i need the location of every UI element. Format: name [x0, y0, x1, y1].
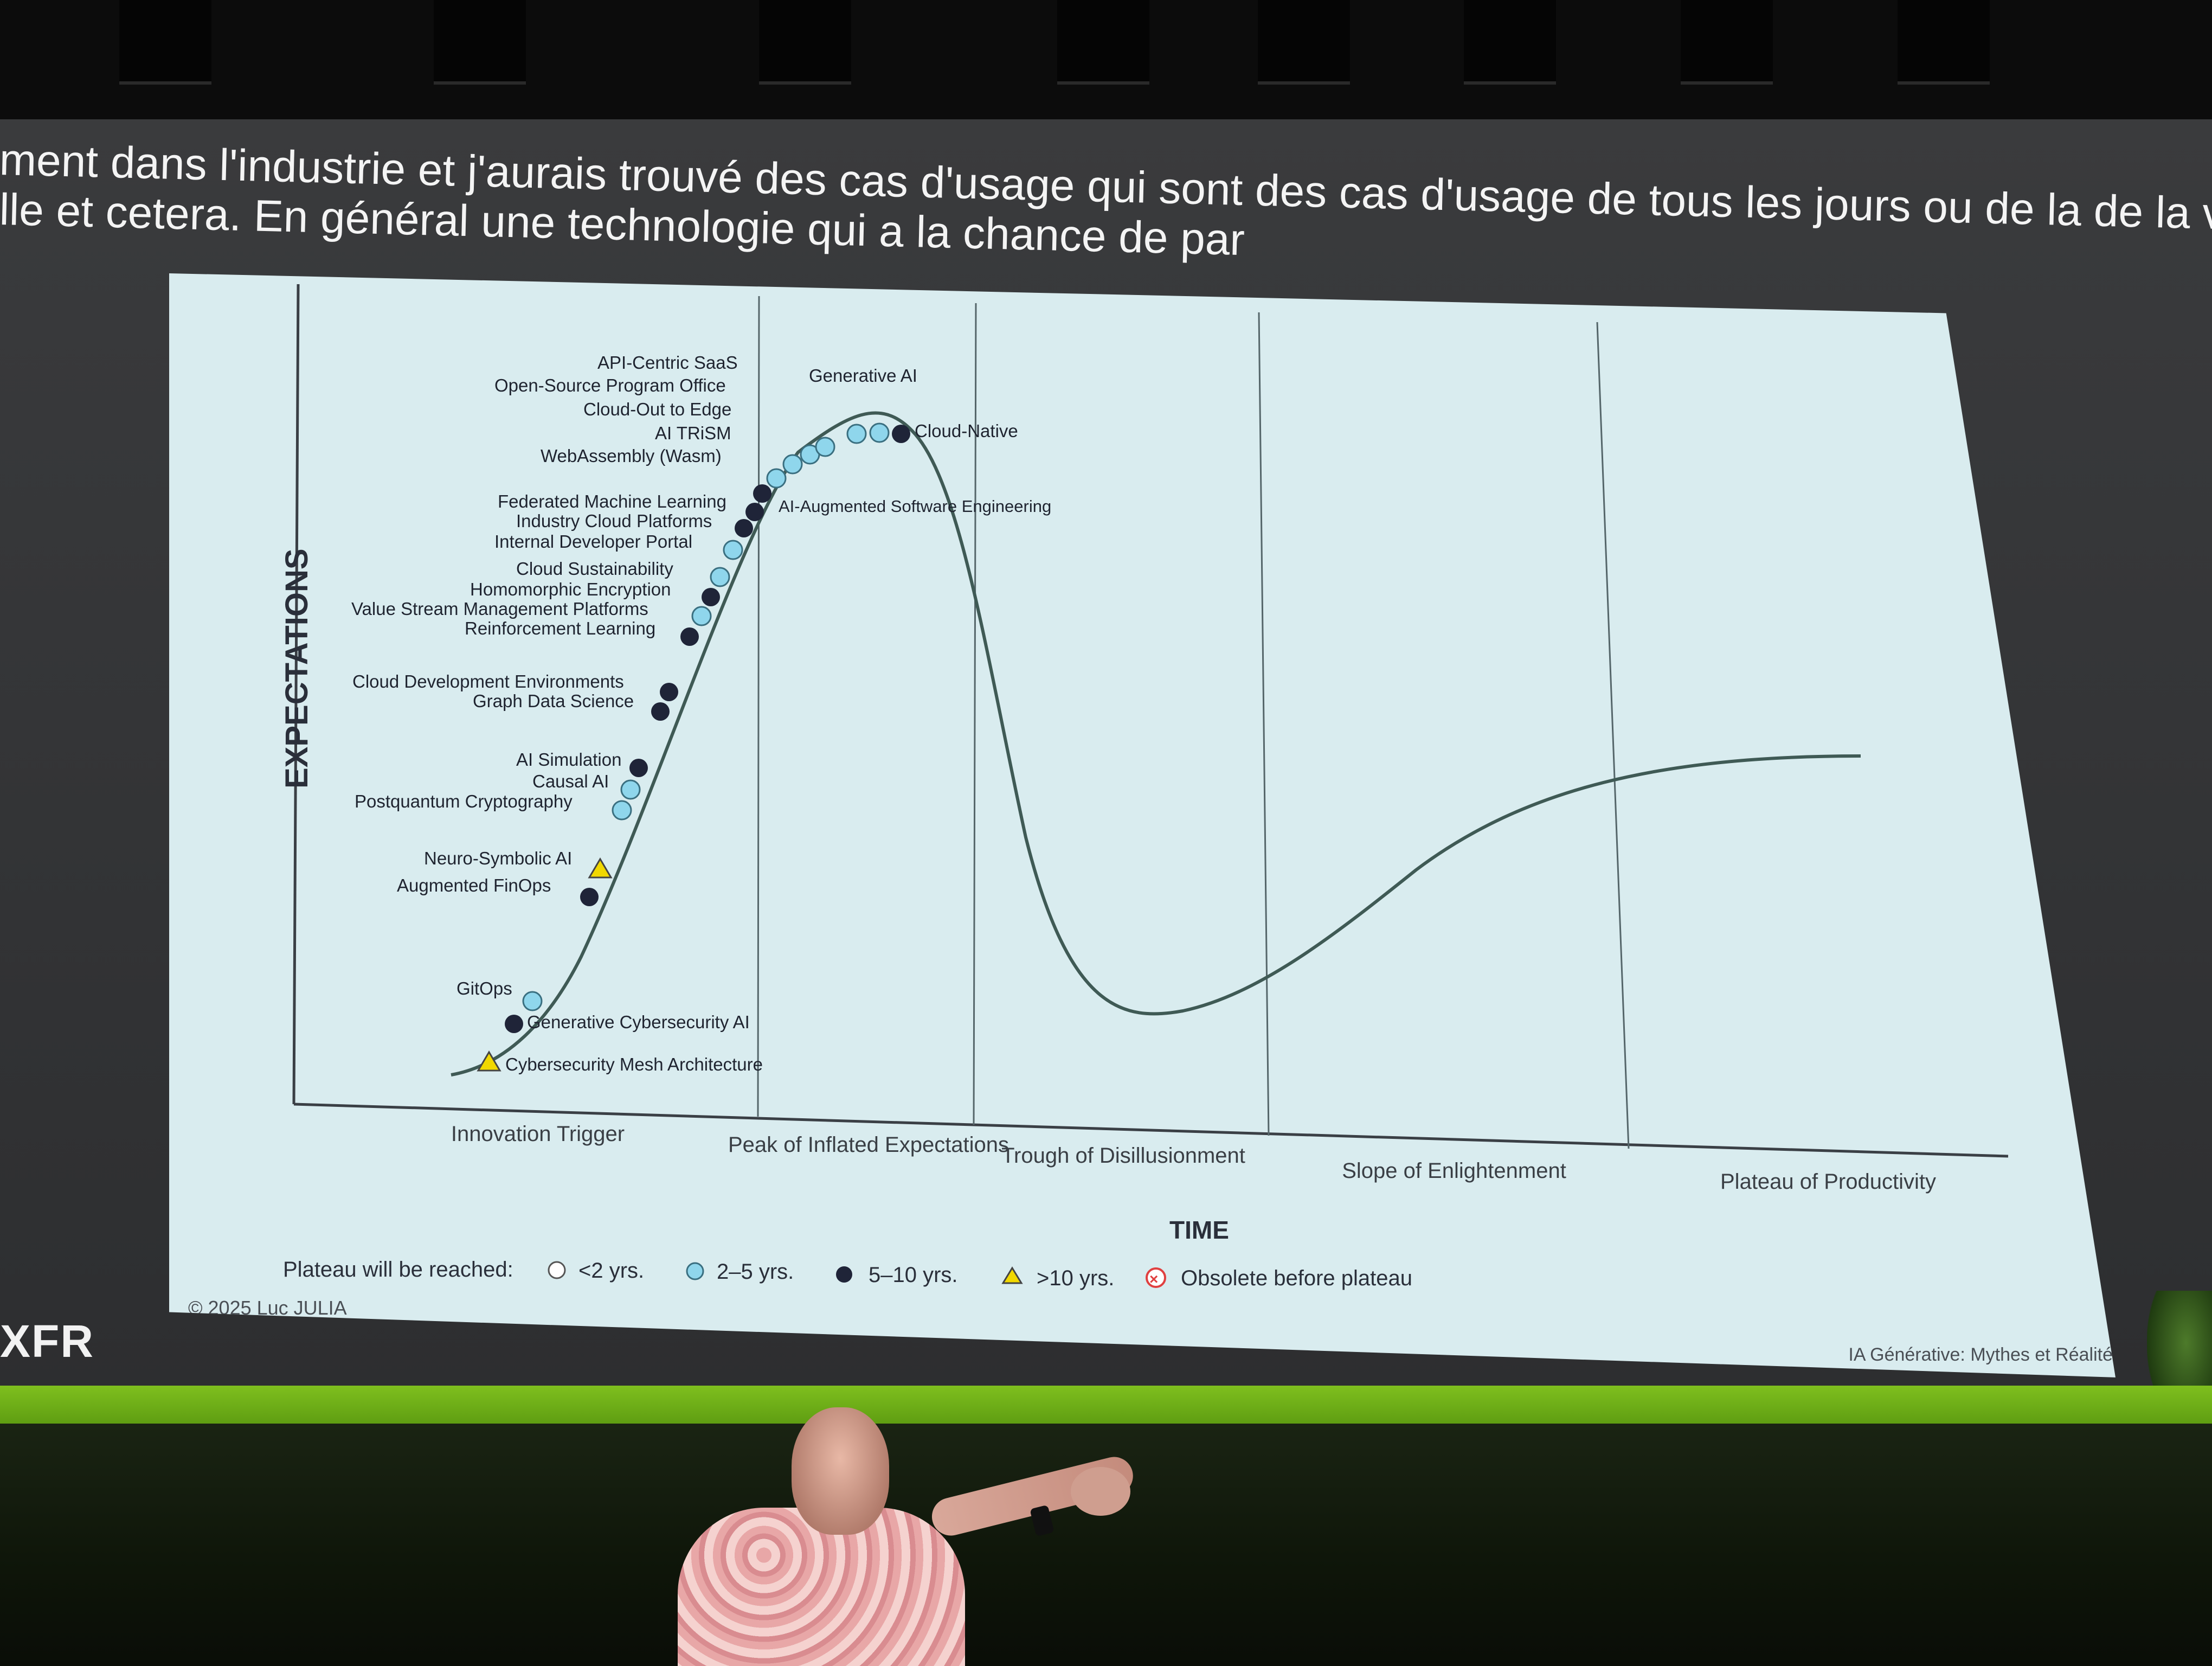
marker-dot: [612, 800, 632, 821]
marker-dot: [580, 888, 599, 906]
event-logo: XFR: [0, 1316, 94, 1367]
y-axis-label: EXPECTATIONS: [279, 548, 314, 789]
legend-swatch: [1146, 1267, 1166, 1288]
phase-divider: [973, 303, 977, 1125]
tech-label: API-Centric SaaS: [597, 353, 738, 373]
presenter-head: [792, 1407, 889, 1535]
tech-label: Cybersecurity Mesh Architecture: [505, 1054, 763, 1074]
tech-label: Generative AI: [809, 366, 917, 386]
phase-label: Slope of Enlightenment: [1342, 1159, 1566, 1183]
stage-ceiling: [0, 0, 2212, 141]
marker-dot: [629, 759, 648, 777]
tech-label: Internal Developer Portal: [494, 531, 692, 552]
tech-label: Industry Cloud Platforms: [516, 511, 712, 531]
tech-label: Neuro-Symbolic AI: [424, 848, 572, 868]
marker-dot: [753, 484, 771, 503]
stage-light: [434, 0, 526, 85]
legend-swatch: [1001, 1266, 1023, 1284]
x-axis-label: TIME: [1169, 1216, 1229, 1244]
x-axis: [293, 1103, 2009, 1158]
tech-label: Homomorphic Encryption: [470, 579, 671, 599]
marker-dot: [892, 425, 910, 443]
marker-triangle: [477, 1050, 501, 1072]
legend-item: Obsolete before plateau: [1181, 1266, 1412, 1290]
stage-light: [1057, 0, 1149, 85]
phase-divider: [757, 296, 760, 1117]
phase-label: Peak of Inflated Expectations: [728, 1133, 1009, 1157]
marker-dot: [660, 683, 678, 701]
tech-label: Cloud-Out to Edge: [583, 399, 731, 419]
tech-label: Graph Data Science: [473, 691, 634, 711]
marker-dot: [505, 1015, 523, 1033]
phase-label: Trough of Disillusionment: [1001, 1144, 1245, 1168]
tech-label: Value Stream Management Platforms: [351, 599, 648, 619]
phase-label: Innovation Trigger: [451, 1122, 625, 1146]
marker-dot: [691, 606, 712, 626]
stage-light: [119, 0, 211, 85]
stage-light: [1258, 0, 1350, 85]
legend-item: 5–10 yrs.: [869, 1263, 958, 1287]
tech-label: Causal AI: [532, 771, 609, 791]
legend-swatch: [836, 1266, 852, 1283]
marker-dot: [735, 519, 753, 537]
phase-label: Plateau of Productivity: [1720, 1170, 1936, 1194]
marker-dot: [869, 422, 890, 443]
phase-divider: [1596, 322, 1630, 1149]
marker-dot: [620, 779, 641, 800]
y-axis: [292, 284, 300, 1105]
stage-green-band: [0, 1386, 2212, 1424]
tech-label: Generative Cybersecurity AI: [527, 1012, 750, 1032]
presenter-shirt: [678, 1508, 965, 1666]
tech-label: Federated Machine Learning: [498, 491, 726, 511]
marker-dot: [702, 588, 720, 606]
legend-swatch: [548, 1261, 566, 1279]
slide: EXPECTATIONS Cybersecurity Mesh Architec…: [169, 273, 2115, 1377]
hype-curve: [451, 411, 1861, 1077]
stage-light: [759, 0, 851, 85]
legend-item: 2–5 yrs.: [717, 1260, 794, 1284]
marker-dot: [815, 437, 835, 457]
marker-dot: [680, 627, 699, 646]
tech-label: WebAssembly (Wasm): [541, 446, 722, 466]
hype-cycle-chart: EXPECTATIONS Cybersecurity Mesh Architec…: [188, 284, 2113, 1365]
legend-title: Plateau will be reached:: [283, 1258, 513, 1281]
marker-dot: [522, 991, 543, 1011]
tech-label: AI-Augmented Software Engineering: [779, 497, 1051, 516]
marker-dot: [710, 567, 730, 587]
marker-dot: [651, 702, 670, 721]
tech-label: GitOps: [456, 978, 512, 998]
tech-label: Reinforcement Learning: [465, 618, 655, 638]
marker-dot: [745, 503, 764, 521]
legend-item: >10 yrs.: [1037, 1266, 1114, 1290]
tech-label: AI TRiSM: [655, 423, 731, 443]
tech-label: Postquantum Cryptography: [355, 791, 573, 811]
slide-footer: IA Générative: Mythes et Réalité: [1848, 1344, 2113, 1365]
marker-dot: [766, 468, 787, 489]
stage-light: [1681, 0, 1773, 85]
tech-label: Open-Source Program Office: [494, 375, 726, 395]
obsolete-x-icon: ×: [1149, 1271, 1158, 1287]
presenter-hand: [1071, 1467, 1130, 1516]
phase-divider: [1258, 312, 1270, 1136]
tech-label: AI Simulation: [516, 749, 621, 770]
tech-label: Cloud Sustainability: [516, 559, 673, 579]
tech-label: Augmented FinOps: [397, 875, 551, 895]
legend-item: <2 yrs.: [578, 1259, 644, 1283]
tech-label: Cloud Development Environments: [352, 671, 624, 691]
marker-dot: [782, 454, 803, 475]
stage-light: [1898, 0, 1990, 85]
marker-dot: [846, 424, 867, 444]
marker-triangle: [588, 857, 613, 879]
tech-label: Cloud-Native: [915, 421, 1018, 441]
legend-swatch: [686, 1262, 704, 1280]
marker-dot: [723, 540, 743, 560]
stage-light: [1464, 0, 1556, 85]
